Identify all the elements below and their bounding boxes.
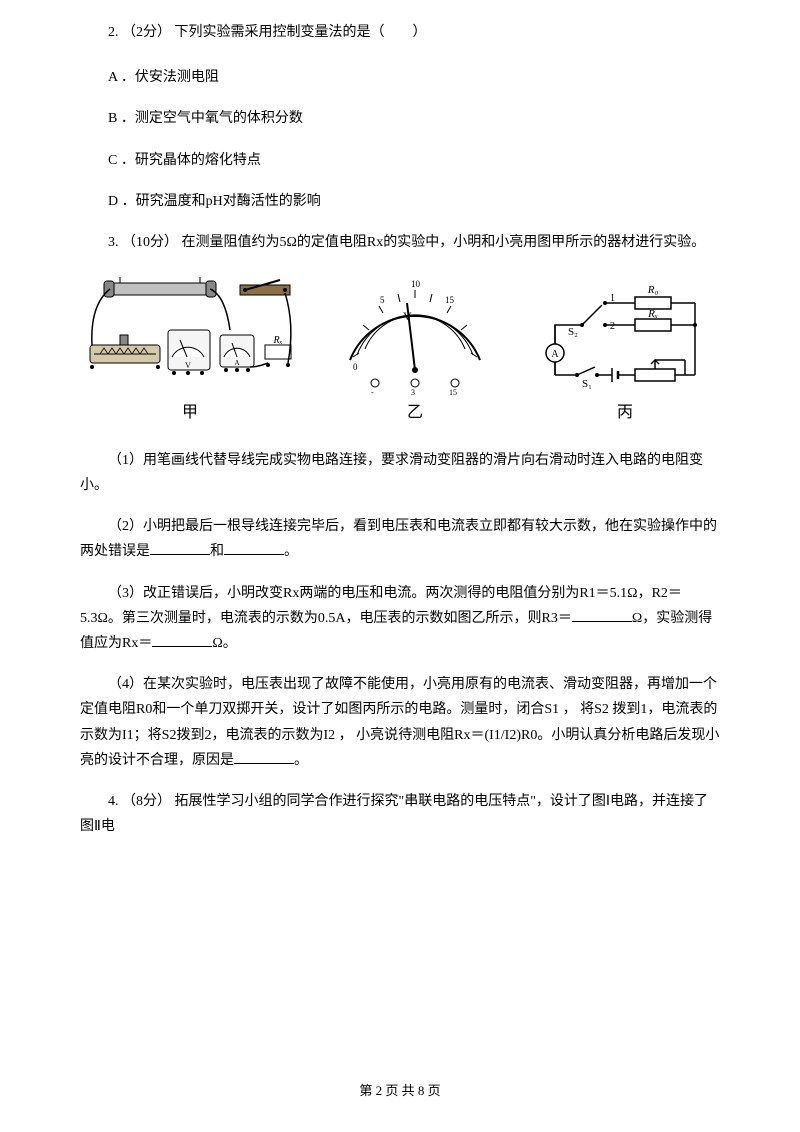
q3-number: 3. [108, 235, 119, 250]
svg-text:A: A [234, 359, 239, 367]
q3-sub2-b: 和 [210, 544, 224, 559]
svg-text:0: 0 [353, 362, 358, 372]
q2-option-a: A ．伏安法测电阻 [80, 65, 720, 90]
circuit-bing-svg: S₂ 1 2 R₀ Rₓ A S₁ [540, 275, 710, 395]
question-2: 2. （2分） 下列实验需采用控制变量法的是（ ） [80, 20, 720, 45]
svg-text:15: 15 [445, 295, 455, 305]
q2-option-b: B ．测定空气中氧气的体积分数 [80, 106, 720, 131]
q3-sub4: （4）在某次实验时，电压表出现了故障不能使用，小亮用原有的电流表、滑动变阻器，再… [80, 672, 720, 773]
svg-text:Rₓ: Rₓ [273, 335, 283, 346]
q3-sub4-a: （4）在某次实验时，电压表出现了故障不能使用，小亮用原有的电流表、滑动变阻器，再… [80, 677, 719, 768]
svg-text:S₂: S₂ [568, 326, 578, 338]
fig-label-yi: 乙 [407, 399, 423, 428]
svg-text:-: - [371, 388, 374, 395]
q3-sub3-c: Ω。 [212, 636, 236, 651]
svg-text:V: V [185, 361, 191, 370]
q3-stem: 3. （10分） 在测量阻值约为5Ω的定值电阻Rx的实验中，小明和小亮用图甲所示… [80, 230, 720, 255]
blank-5 [234, 750, 294, 764]
q2-option-d: D ．研究温度和pH对酶活性的影响 [80, 189, 720, 214]
q4-points: （8分） [122, 794, 171, 809]
q3-sub2-c: 。 [284, 544, 298, 559]
fig-label-bing: 丙 [617, 399, 633, 428]
q3-sub4-b: 。 [294, 753, 308, 768]
svg-text:5: 5 [380, 295, 385, 305]
question-3: 3. （10分） 在测量阻值约为5Ω的定值电阻Rx的实验中，小明和小亮用图甲所示… [80, 230, 720, 255]
q2-stem-text: 下列实验需采用控制变量法的是（ ） [175, 25, 427, 40]
q2-stem: 2. （2分） 下列实验需采用控制变量法的是（ ） [80, 20, 720, 45]
q2-option-c: C ．研究晶体的熔化特点 [80, 148, 720, 173]
q4-number: 4. [108, 794, 119, 809]
svg-text:Rₓ: Rₓ [647, 308, 658, 320]
svg-text:10: 10 [411, 279, 421, 289]
q3-points: （10分） [122, 235, 178, 250]
q3-figure-row: V A Rₓ 甲 [80, 275, 720, 428]
svg-text:3: 3 [411, 388, 415, 395]
svg-text:S₁: S₁ [582, 378, 592, 390]
question-4: 4. （8分） 拓展性学习小组的同学合作进行探究"串联电路的电压特点"，设计了图… [80, 789, 720, 839]
svg-text:R₀: R₀ [647, 284, 659, 296]
q3-sub1: （1）用笔画线代替导线完成实物电路连接，要求滑动变阻器的滑片向右滑动时连入电路的… [80, 448, 720, 498]
q3-sub2: （2）小明把最后一根导线连接完毕后，看到电压表和电流表立即都有较大示数，他在实验… [80, 514, 720, 564]
q3-stem-text: 在测量阻值约为5Ω的定值电阻Rx的实验中，小明和小亮用图甲所示的器材进行实验。 [182, 235, 706, 250]
voltmeter-dial-svg: 0 5 10 15 V - 3 15 [335, 275, 495, 395]
q3-sub3: （3）改正错误后，小明改变Rx两端的电压和电流。两次测得的电阻值分别为R1＝5.… [80, 581, 720, 657]
svg-text:A: A [551, 349, 559, 360]
blank-4 [152, 633, 212, 647]
apparatus-svg: V A Rₓ [80, 275, 300, 395]
q2-points: （2分） [122, 25, 171, 40]
fig-label-jia: 甲 [182, 399, 198, 428]
figure-jia: V A Rₓ 甲 [80, 275, 300, 428]
svg-text:15: 15 [449, 388, 457, 395]
q2-number: 2. [108, 25, 119, 40]
q4-stem-text: 拓展性学习小组的同学合作进行探究"串联电路的电压特点"，设计了图Ⅰ电路，并连接了… [80, 794, 708, 834]
figure-bing: S₂ 1 2 R₀ Rₓ A S₁ [530, 275, 720, 428]
page-footer: 第 2 页 共 8 页 [0, 1079, 800, 1102]
q4-stem: 4. （8分） 拓展性学习小组的同学合作进行探究"串联电路的电压特点"，设计了图… [80, 789, 720, 839]
blank-1 [150, 541, 210, 555]
blank-2 [224, 541, 284, 555]
svg-text:2: 2 [610, 321, 615, 332]
blank-3 [572, 608, 632, 622]
figure-yi: 0 5 10 15 V - 3 15 乙 [320, 275, 510, 428]
